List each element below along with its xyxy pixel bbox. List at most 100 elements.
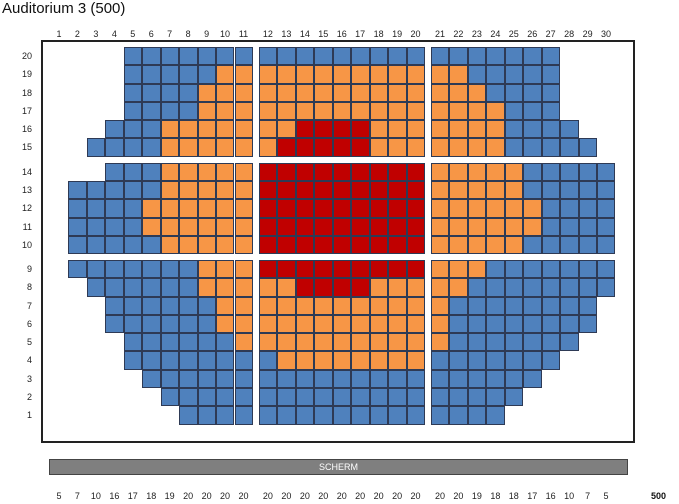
seat: [68, 180, 87, 200]
seat: [560, 217, 579, 236]
seat: [197, 217, 217, 236]
seat: [560, 162, 579, 181]
seat: [351, 388, 370, 407]
seat: [560, 278, 579, 297]
column-number: 12: [262, 29, 273, 39]
seat: [431, 199, 450, 218]
seat: [467, 217, 487, 236]
seat: [504, 120, 524, 139]
seat: [578, 235, 598, 255]
seat: [258, 314, 278, 334]
column-number: 1: [56, 29, 62, 39]
seat: [258, 278, 278, 297]
seat: [332, 65, 352, 84]
seat: [258, 65, 278, 84]
seat: [449, 351, 468, 370]
seat: [523, 65, 542, 84]
seat: [523, 333, 542, 352]
seat: [314, 180, 333, 200]
seat: [197, 47, 217, 66]
seat: [388, 217, 407, 236]
column-number: 28: [564, 29, 575, 39]
seat: [277, 406, 296, 425]
seat: [258, 369, 278, 389]
seat: [486, 333, 505, 352]
seat: [277, 47, 296, 66]
seat: [216, 65, 235, 84]
seat: [406, 314, 425, 334]
auditorium-title: Auditorium 3 (500): [2, 0, 126, 17]
seat: [197, 260, 217, 279]
seat: [160, 83, 180, 102]
seat: [504, 369, 524, 389]
seat: [523, 351, 542, 370]
seat: [431, 235, 450, 255]
seat: [431, 260, 450, 279]
seat: [295, 351, 315, 370]
seat: [541, 235, 561, 255]
seat: [234, 65, 253, 84]
column-seat-count: 20: [355, 491, 366, 501]
seat: [277, 333, 296, 352]
seat: [467, 351, 487, 370]
seat: [295, 235, 315, 255]
seat: [541, 278, 561, 297]
seat: [523, 138, 542, 157]
column-seat-count: 20: [262, 491, 273, 501]
seat: [295, 278, 315, 297]
seat: [523, 314, 542, 334]
seat: [431, 278, 450, 297]
column-seat-count: 19: [471, 491, 482, 501]
seat: [123, 120, 143, 139]
seat: [351, 65, 370, 84]
seat: [541, 47, 561, 66]
seat: [179, 369, 198, 389]
column-number: 29: [582, 29, 593, 39]
seat: [295, 138, 315, 157]
seat: [105, 314, 124, 334]
seat: [486, 369, 505, 389]
seat: [123, 101, 143, 121]
seat: [234, 101, 253, 121]
seat: [467, 296, 487, 315]
seat: [449, 83, 468, 102]
seat: [388, 260, 407, 279]
column-seat-count: 20: [281, 491, 292, 501]
seat: [486, 235, 505, 255]
seat: [523, 369, 542, 389]
seat: [523, 162, 542, 181]
seat: [449, 120, 468, 139]
seat: [504, 217, 524, 236]
seat: [197, 101, 217, 121]
seat: [277, 120, 296, 139]
seat: [277, 369, 296, 389]
seat: [216, 120, 235, 139]
seat: [258, 83, 278, 102]
seat: [234, 217, 253, 236]
seat: [258, 162, 278, 181]
seat: [351, 162, 370, 181]
seat: [369, 388, 389, 407]
seat: [597, 235, 616, 255]
seat: [351, 351, 370, 370]
column-seat-count: 18: [490, 491, 501, 501]
seat: [467, 162, 487, 181]
seat: [314, 235, 333, 255]
seat: [258, 199, 278, 218]
seat: [351, 180, 370, 200]
seat: [431, 296, 450, 315]
seat: [332, 83, 352, 102]
row-number: 10: [21, 239, 32, 250]
seat: [123, 83, 143, 102]
seat: [560, 138, 579, 157]
column-number: 20: [410, 29, 421, 39]
column-number: 13: [281, 29, 292, 39]
seat: [332, 180, 352, 200]
seat: [179, 217, 198, 236]
seat: [295, 199, 315, 218]
seat: [295, 65, 315, 84]
seat: [351, 235, 370, 255]
seat: [467, 388, 487, 407]
seat: [406, 388, 425, 407]
seat: [179, 333, 198, 352]
